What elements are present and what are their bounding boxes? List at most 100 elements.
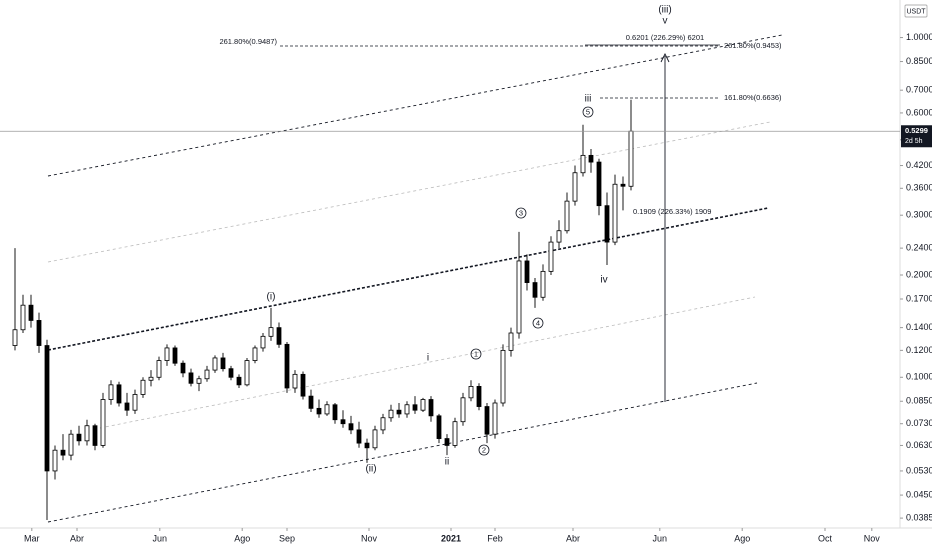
candle-body [564, 200, 570, 232]
candle-body [12, 329, 18, 346]
wave-label: iii [585, 94, 592, 105]
x-tick-label: Jun [153, 533, 168, 543]
candle-body [468, 386, 474, 399]
candle-body [20, 304, 26, 331]
candle-body [204, 369, 210, 380]
candle-body [308, 395, 314, 409]
y-tick-label: 0.3000 [906, 210, 932, 220]
candle-body [212, 357, 218, 371]
wave-circle [532, 317, 544, 329]
candle-body [76, 433, 82, 442]
wave-label: (ii) [365, 464, 376, 475]
candle-body [148, 376, 154, 381]
channel-line [47, 207, 769, 351]
candle-body [116, 384, 122, 404]
y-tick-label: 0.4200 [906, 160, 932, 170]
candle-body [132, 394, 138, 411]
x-tick-label: Ago [234, 533, 250, 543]
wave-label: 4 [536, 318, 540, 327]
countdown-label: 2d 5h [905, 138, 923, 145]
x-tick-label: Feb [487, 533, 503, 543]
candle-body [252, 347, 258, 361]
candle-body [524, 260, 530, 283]
arrow-head [660, 52, 670, 63]
x-tick-label: Nov [361, 533, 378, 543]
wave-label: 5 [586, 107, 590, 116]
currency-label: USDT [906, 8, 926, 15]
y-tick-label: 0.0850 [906, 396, 932, 406]
candle-body [36, 320, 42, 346]
wave-label: (i) [267, 292, 276, 303]
candle-body [124, 402, 130, 411]
candle-body [428, 399, 434, 417]
wave-label: i [427, 353, 429, 364]
candle-body [572, 172, 578, 202]
wave-circle [515, 207, 527, 219]
wave-label: ii [445, 457, 449, 468]
candle-body [452, 421, 458, 446]
candle-body [364, 442, 370, 449]
fib-label: 261.80%(0.9453) [724, 41, 782, 50]
candle-body [580, 154, 586, 174]
y-tick-label: 1.0000 [906, 32, 932, 42]
candle-body [436, 415, 442, 439]
x-tick-label: Nov [864, 533, 881, 543]
candle-body [444, 438, 450, 446]
wave-circle [582, 106, 594, 118]
candle-body [220, 357, 226, 370]
candle-body [284, 343, 290, 389]
y-tick-label: 0.1200 [906, 345, 932, 355]
candle-body [500, 349, 506, 404]
candle-body [540, 270, 546, 298]
candle-body [476, 386, 482, 407]
x-tick-label: Mar [24, 533, 40, 543]
y-tick-label: 0.2000 [906, 269, 932, 279]
candle-body [28, 304, 34, 321]
wave-circle [478, 444, 490, 456]
candle-body [460, 397, 466, 423]
candle-body [596, 161, 602, 207]
fib-label: 261.80%(0.9487) [219, 37, 277, 46]
candle-body [516, 260, 522, 334]
y-tick-label: 0.2400 [906, 242, 932, 252]
candle-body [108, 384, 114, 400]
currency-box[interactable] [904, 4, 928, 18]
wave-label: (iii) [658, 5, 671, 16]
wave-label: v [663, 16, 668, 27]
candle-body [276, 327, 282, 345]
candle-body [348, 423, 354, 431]
candle-body [236, 376, 242, 386]
wave-circle [470, 348, 482, 360]
candle-body [332, 404, 338, 421]
x-tick-label: Sep [279, 533, 295, 543]
candle-body [44, 345, 50, 472]
candle-body [156, 360, 162, 378]
candle-body [412, 404, 418, 411]
fib-label: 161.80%(0.6636) [724, 93, 782, 102]
candle-body [628, 130, 634, 187]
wave-label: 1 [474, 349, 478, 358]
candle-body [300, 373, 306, 397]
candle-body [60, 449, 66, 456]
y-tick-label: 0.8500 [906, 56, 932, 66]
candle-body [140, 379, 146, 395]
wave-label: iv [600, 275, 607, 286]
wave-label: 3 [519, 208, 523, 217]
y-tick-label: 0.1700 [906, 293, 932, 303]
candle-body [388, 409, 394, 419]
candle-body [92, 425, 98, 446]
channel-line [47, 382, 758, 523]
y-tick-label: 0.1400 [906, 322, 932, 332]
candle-body [196, 378, 202, 384]
candle-body [292, 373, 298, 389]
y-tick-label: 0.0730 [906, 418, 932, 428]
candle-body [556, 230, 562, 243]
candle-body [404, 404, 410, 415]
channel-line [47, 121, 771, 263]
candle-body [396, 409, 402, 415]
x-tick-label: Abr [70, 533, 84, 543]
y-tick-label: 0.0630 [906, 440, 932, 450]
candle-body [316, 407, 322, 415]
